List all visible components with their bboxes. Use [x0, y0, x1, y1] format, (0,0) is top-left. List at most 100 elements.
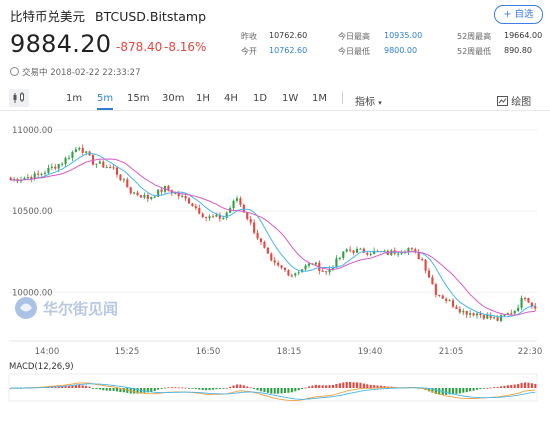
macd-bar [530, 383, 533, 388]
candle-body [98, 161, 101, 164]
candle-body [211, 216, 215, 218]
macd-bar [434, 388, 437, 395]
candle-body [143, 195, 146, 198]
candle-body [153, 196, 156, 198]
candle-body [486, 315, 489, 319]
candle-body [266, 247, 269, 254]
candle-body [225, 212, 228, 218]
last-price: 9884.20 [10, 30, 112, 58]
interval-1m[interactable]: 1m [66, 93, 83, 104]
candle-body [349, 249, 352, 251]
candle-body [520, 298, 523, 308]
macd-bar [352, 382, 355, 388]
macd-bar [314, 384, 317, 388]
candle-body [112, 167, 115, 169]
macd-bar [153, 388, 156, 392]
macd-bar [307, 386, 311, 388]
macd-bar [345, 381, 348, 388]
macd-bar [301, 388, 304, 389]
macd-bar [229, 386, 232, 388]
macd-bar [503, 385, 506, 388]
interval-5m[interactable]: 5m [97, 93, 114, 104]
macd-bar [122, 388, 125, 393]
x-tick-label: 16:50 [196, 347, 221, 357]
price-chart[interactable]: 华尔街见闻 11000.00 10500.00 10000.00 14:00 15:2… [0, 111, 550, 423]
candle-body [421, 259, 424, 261]
interval-30m[interactable]: 30m [162, 93, 185, 104]
candle-body [338, 257, 341, 259]
interval-1d[interactable]: 1D [253, 93, 268, 104]
draw-tool-button[interactable]: 绘图 [497, 93, 531, 108]
macd-bar [451, 388, 455, 395]
candle-body [462, 310, 465, 313]
candle-body [54, 166, 57, 169]
interval-1month[interactable]: 1M [312, 93, 327, 104]
add-watchlist-button[interactable]: + 自选 [494, 5, 543, 24]
candle-body [510, 313, 513, 315]
candle-body [23, 178, 26, 180]
candle-body [362, 248, 365, 253]
macd-bar [266, 388, 269, 393]
macd-bar [81, 385, 84, 388]
candle-body [102, 161, 105, 168]
stat-value: 19664.00 [504, 31, 543, 40]
candle-body [167, 185, 170, 191]
candle-body [475, 313, 479, 316]
interval-4h[interactable]: 4H [224, 93, 238, 104]
macd-frame [8, 373, 538, 402]
candle-body [187, 198, 191, 204]
macd-bar [349, 381, 352, 388]
candle-body [448, 300, 451, 302]
macd-bar [359, 382, 362, 388]
indicators-menu[interactable]: 指标 ▾ [355, 93, 382, 108]
candle-body [74, 149, 77, 153]
indicators-label: 指标 [355, 97, 375, 108]
candle-body [270, 253, 273, 261]
macd-bar [181, 387, 184, 389]
macd-bar [232, 385, 235, 388]
candle-body [26, 177, 29, 179]
stat-value: 890.80 [504, 46, 532, 55]
interval-15m[interactable]: 15m [127, 93, 150, 104]
candle-body [133, 192, 136, 194]
macd-bar [417, 388, 420, 389]
watermark-text: 华尔街见闻 [43, 300, 118, 318]
macd-bar [499, 386, 503, 388]
candle-body [105, 167, 108, 169]
macd-bar [489, 387, 492, 389]
candle-body [61, 163, 64, 165]
candle-body [160, 189, 163, 192]
candle-body [290, 275, 293, 277]
macd-bar [321, 385, 324, 388]
macd-bar [465, 388, 468, 393]
macd-bar [71, 385, 74, 388]
interval-1h[interactable]: 1H [196, 93, 210, 104]
macd-bar [448, 388, 451, 395]
macd-bar [253, 388, 256, 389]
candle-body [479, 313, 482, 315]
macd-bar [455, 388, 458, 394]
macd-bar [222, 388, 225, 389]
macd-bar [115, 388, 119, 392]
macd-bar [167, 387, 170, 389]
macd-bar [201, 388, 204, 391]
macd-bar [427, 388, 431, 392]
candle-body [499, 315, 503, 321]
status-time: 交易中 2018-02-22 22:33:27 [10, 66, 140, 78]
chart-type-button[interactable] [9, 89, 29, 107]
instrument-symbol: BTCUSD.Bitstamp [95, 9, 207, 24]
macd-bar [143, 388, 146, 393]
candle-body [242, 204, 245, 213]
stat-label: 52周最低 [457, 47, 492, 56]
macd-bar [318, 385, 321, 388]
candle-body [534, 306, 537, 309]
macd-bar [458, 388, 461, 394]
macd-bar [102, 388, 105, 391]
macd-bar [205, 388, 208, 391]
y-tick-label: 11000.00 [12, 126, 53, 136]
macd-bar [438, 388, 441, 395]
macd-bar [259, 388, 263, 392]
interval-1w[interactable]: 1W [282, 93, 299, 104]
candle-body [314, 262, 317, 265]
candle-body [67, 157, 71, 159]
